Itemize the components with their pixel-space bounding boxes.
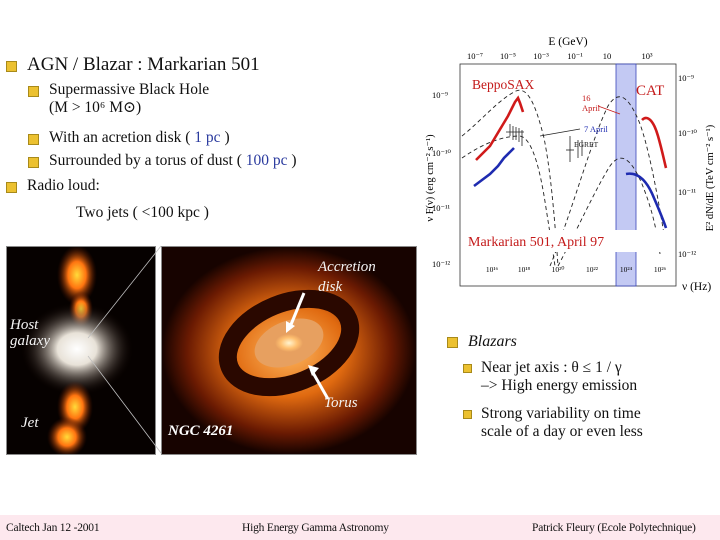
host-galaxy-image: Host galaxy Jet <box>6 246 156 455</box>
blazars-heading-text: Blazars <box>468 333 517 350</box>
bullet-square-icon <box>463 364 472 373</box>
bullet-accretion-disk: With an acretion disk ( 1 pc ) <box>28 129 230 147</box>
footer-right: Patrick Fleury (Ecole Polytechnique) <box>532 522 696 534</box>
blazars-item-2-line1: Strong variability on time <box>481 405 641 422</box>
label-galaxy: galaxy <box>10 333 50 349</box>
bullet-disk-tail: ) <box>224 129 230 146</box>
top-tick: 10⁻¹ <box>567 51 583 61</box>
label-jet: Jet <box>21 415 39 431</box>
right-tick: 10⁻⁹ <box>678 73 694 83</box>
top-tick: 10⁻³ <box>533 51 549 61</box>
top-tick: 10⁻⁷ <box>467 51 483 61</box>
bullet-square-icon <box>6 61 17 72</box>
left-tick: 10⁻¹² <box>432 259 451 269</box>
label-beppo: BeppoSAX <box>472 77 535 92</box>
cat-blue-data <box>625 172 668 229</box>
egret-points <box>566 136 583 162</box>
sed-caption: Markarian 501, April 97 <box>468 235 604 250</box>
bottom-tick: 10¹⁸ <box>518 265 531 274</box>
bottom-tick: 10²⁰ <box>552 265 565 274</box>
label-disk: disk <box>318 279 343 295</box>
arrow-16april <box>597 105 621 115</box>
bullet-square-icon <box>6 182 17 193</box>
bullet-black-hole-text: Supermassive Black Hole <box>49 81 210 98</box>
bullet-black-hole: Supermassive Black Hole (M > 10⁶ M⊙) <box>28 81 209 117</box>
radio-jets-text: Two jets ( <100 kpc ) <box>76 204 209 221</box>
slide-footer: Caltech Jan 12 -2001 High Energy Gamma A… <box>0 515 720 540</box>
bottom-tick: 10²² <box>586 265 599 274</box>
xray-error-bars <box>506 124 524 146</box>
top-tick: 10 <box>603 51 612 61</box>
left-tick: 10⁻⁹ <box>432 90 448 100</box>
bullet-disk-text: With an acretion disk ( <box>49 129 191 146</box>
bullet-torus-text: Surrounded by a torus of dust ( <box>49 152 242 169</box>
bullet-torus: Surrounded by a torus of dust ( 100 pc ) <box>28 152 297 170</box>
ngc4261-image: Accretion disk Torus NGC 4261 <box>161 246 417 455</box>
blazars-item-1-line1: Near jet axis : θ ≤ 1 / γ <box>481 359 622 376</box>
blazars-item-2-line2: scale of a day or even less <box>481 423 643 440</box>
label-april: April <box>582 103 601 113</box>
bullet-disk-value: 1 pc <box>194 129 221 146</box>
top-tick: 10⁻⁵ <box>500 51 516 61</box>
bullet-radio-text: Radio loud: <box>27 177 100 194</box>
bullet-torus-value: 100 pc <box>245 152 288 169</box>
blazars-item-1-line2: –> High energy emission <box>481 377 638 394</box>
cat-red-data <box>641 116 668 169</box>
arrow-7april <box>539 128 581 137</box>
ngc-title: NGC 4261 <box>168 423 234 439</box>
top-axis-label: E (GeV) <box>548 36 587 48</box>
bottom-tick: 10²⁶ <box>654 265 667 274</box>
right-axis-label: E² dN/dE (TeV cm⁻² s⁻¹) <box>705 124 716 231</box>
label-accretion: Accretion <box>318 259 376 275</box>
label-egret: EGRET <box>574 140 599 149</box>
slide-title: AGN / Blazar : Markarian 501 <box>6 54 260 76</box>
blazars-item-2: Strong variability on time scale of a da… <box>463 405 643 441</box>
bottom-tick: 10¹⁶ <box>486 265 499 274</box>
beppo-red-data <box>475 95 525 161</box>
bullet-torus-tail: ) <box>291 152 297 169</box>
blazars-item-1: Near jet axis : θ ≤ 1 / γ –> High energy… <box>463 359 637 395</box>
bullet-square-icon <box>463 410 472 419</box>
bullet-square-icon <box>28 86 39 97</box>
synchrotron-model-high <box>461 89 559 267</box>
label-host: Host <box>10 317 39 333</box>
left-tick: 10⁻¹⁰ <box>432 148 452 158</box>
bullet-square-icon <box>28 134 39 145</box>
bullet-square-icon <box>447 337 458 348</box>
bullet-black-hole-mass: (M > 10⁶ M⊙) <box>49 99 142 116</box>
label-torus: Torus <box>324 395 358 411</box>
bottom-axis-label: ν (Hz) <box>682 281 711 293</box>
label-cat: CAT <box>636 83 664 99</box>
label-7april: 7 April <box>584 124 608 134</box>
beppo-blue-data <box>473 147 515 188</box>
compton-model-low <box>557 157 661 267</box>
blazars-heading: Blazars <box>447 333 517 351</box>
right-tick: 10⁻¹⁰ <box>678 128 698 138</box>
caption-bg <box>463 230 673 252</box>
bullet-radio-loud: Radio loud: <box>6 177 100 195</box>
top-tick: 10³ <box>641 51 653 61</box>
compton-model-high <box>549 96 665 267</box>
sed-plot: E (GeV) 10⁻⁷ 10⁻⁵ 10⁻³ 10⁻¹ 10 10³ ν F(ν… <box>425 36 716 293</box>
bullet-square-icon <box>28 157 39 168</box>
bottom-tick: 10²⁴ <box>620 265 633 274</box>
slide-title-text: AGN / Blazar : Markarian 501 <box>27 54 260 75</box>
footer-left: Caltech Jan 12 -2001 <box>6 522 100 534</box>
left-axis-label: ν F(ν) (erg cm⁻² s⁻¹) <box>425 134 436 222</box>
footer-center: High Energy Gamma Astronomy <box>242 522 389 534</box>
left-tick: 10⁻¹¹ <box>432 203 451 213</box>
right-tick: 10⁻¹² <box>678 249 697 259</box>
label-16: 16 <box>582 93 591 103</box>
right-tick: 10⁻¹¹ <box>678 187 697 197</box>
